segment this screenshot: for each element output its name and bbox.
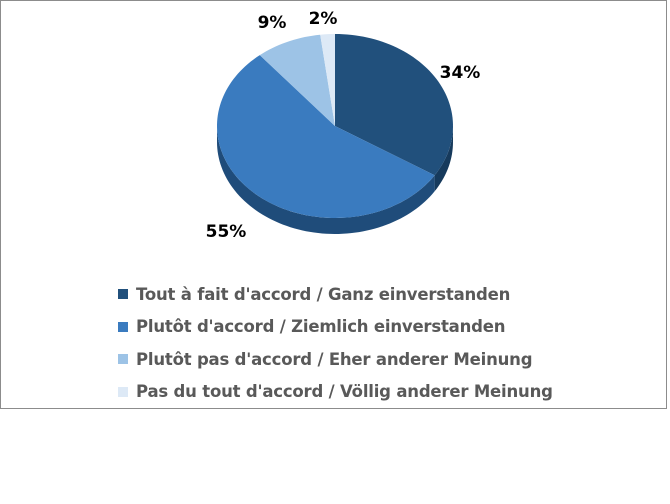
legend: Tout à fait d'accord / Ganz einverstande…: [118, 278, 553, 408]
legend-label: Pas du tout d'accord / Völlig anderer Me…: [136, 382, 553, 402]
data-label-3: 2%: [309, 9, 338, 29]
data-label-0: 34%: [440, 63, 481, 83]
pie-slice-1: [217, 55, 435, 218]
legend-item: Tout à fait d'accord / Ganz einverstande…: [118, 278, 553, 311]
legend-swatch: [118, 386, 128, 397]
legend-item: Pas du tout d'accord / Völlig anderer Me…: [118, 376, 553, 409]
legend-swatch: [118, 354, 128, 365]
legend-label: Plutôt d'accord / Ziemlich einverstanden: [136, 317, 506, 337]
legend-item: Plutôt pas d'accord / Eher anderer Meinu…: [118, 343, 553, 376]
data-label-1: 55%: [206, 222, 247, 242]
legend-swatch: [118, 321, 128, 332]
legend-label: Plutôt pas d'accord / Eher anderer Meinu…: [136, 349, 533, 369]
legend-item: Plutôt d'accord / Ziemlich einverstanden: [118, 311, 553, 344]
data-label-2: 9%: [258, 13, 287, 33]
pie-side-1: [217, 126, 435, 234]
pie-slice-3: [320, 34, 335, 126]
pie-side-0: [434, 126, 453, 192]
pie-slice-0: [335, 34, 453, 176]
legend-label: Tout à fait d'accord / Ganz einverstande…: [136, 284, 511, 304]
pie-slice-2: [259, 34, 335, 127]
legend-swatch: [118, 289, 128, 300]
